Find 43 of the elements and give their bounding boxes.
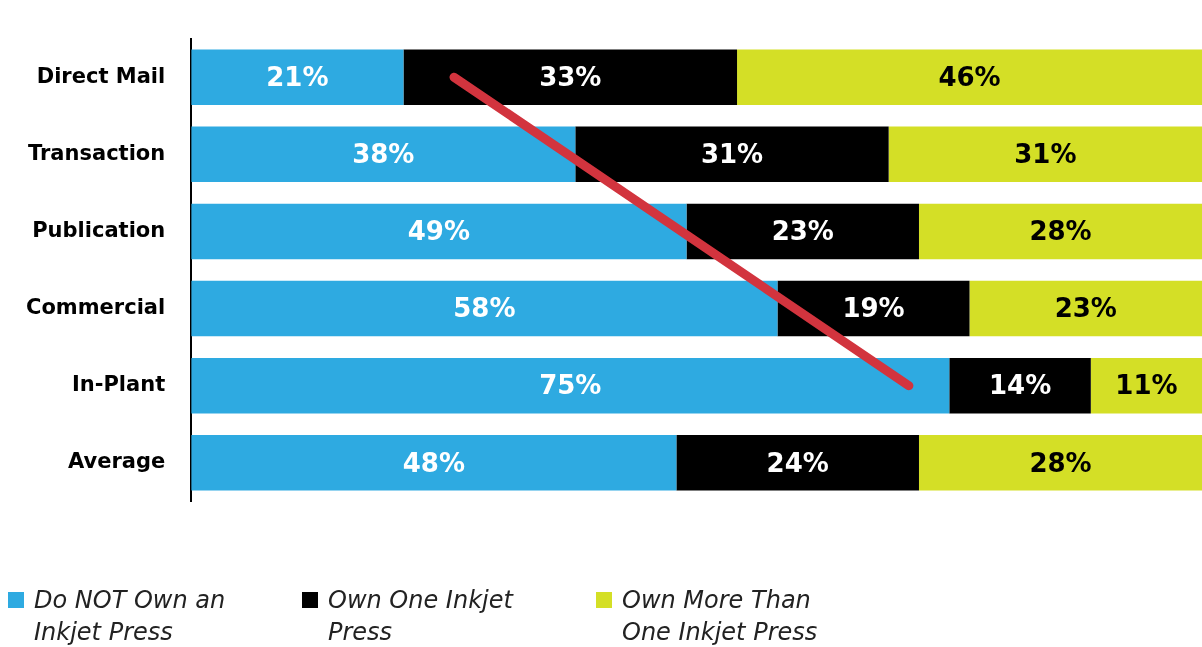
bar xyxy=(191,435,677,491)
data-label: 11% xyxy=(1115,370,1178,401)
bar xyxy=(191,280,778,337)
bar xyxy=(191,49,404,105)
data-label: 28% xyxy=(1029,447,1092,478)
y-tick-label: Direct Mail xyxy=(36,63,166,88)
data-label: 58% xyxy=(453,293,516,324)
data-label: 48% xyxy=(402,447,465,478)
bar xyxy=(737,49,1202,105)
legend-label: Own More Than One Inkjet Press xyxy=(622,585,819,647)
bar xyxy=(686,203,919,260)
bar xyxy=(403,49,738,105)
data-label: 49% xyxy=(407,216,470,247)
data-label: 19% xyxy=(842,293,905,324)
data-label: 23% xyxy=(771,216,834,247)
bar xyxy=(918,203,1202,260)
data-label: 28% xyxy=(1029,216,1092,247)
data-label: 24% xyxy=(766,447,829,478)
data-label: 31% xyxy=(700,139,764,170)
data-label: 46% xyxy=(938,61,1001,92)
bar xyxy=(969,280,1202,337)
y-tick-label: Average xyxy=(67,449,166,474)
data-label: 31% xyxy=(1014,139,1077,170)
y-tick-label: Publication xyxy=(32,217,166,242)
y-tick-label: Commercial xyxy=(26,295,166,320)
bar xyxy=(676,435,919,491)
bar xyxy=(191,203,687,260)
bar xyxy=(191,357,950,414)
data-label: 33% xyxy=(539,61,602,92)
y-tick-label: In-Plant xyxy=(71,372,166,397)
y-tick-label: Transaction xyxy=(27,140,166,165)
legend-label: Do NOT Own an Inkjet Press xyxy=(34,585,227,647)
bar xyxy=(918,435,1202,491)
data-label: 14% xyxy=(988,370,1052,401)
data-label: 23% xyxy=(1054,293,1117,324)
data-label: 38% xyxy=(352,139,415,170)
bar xyxy=(888,126,1202,183)
data-label: 75% xyxy=(539,370,602,401)
legend-label: Own One Inkjet Press xyxy=(328,585,515,647)
bar xyxy=(949,357,1091,414)
bar xyxy=(575,126,889,183)
bar xyxy=(191,126,576,183)
data-label: 21% xyxy=(266,61,329,92)
